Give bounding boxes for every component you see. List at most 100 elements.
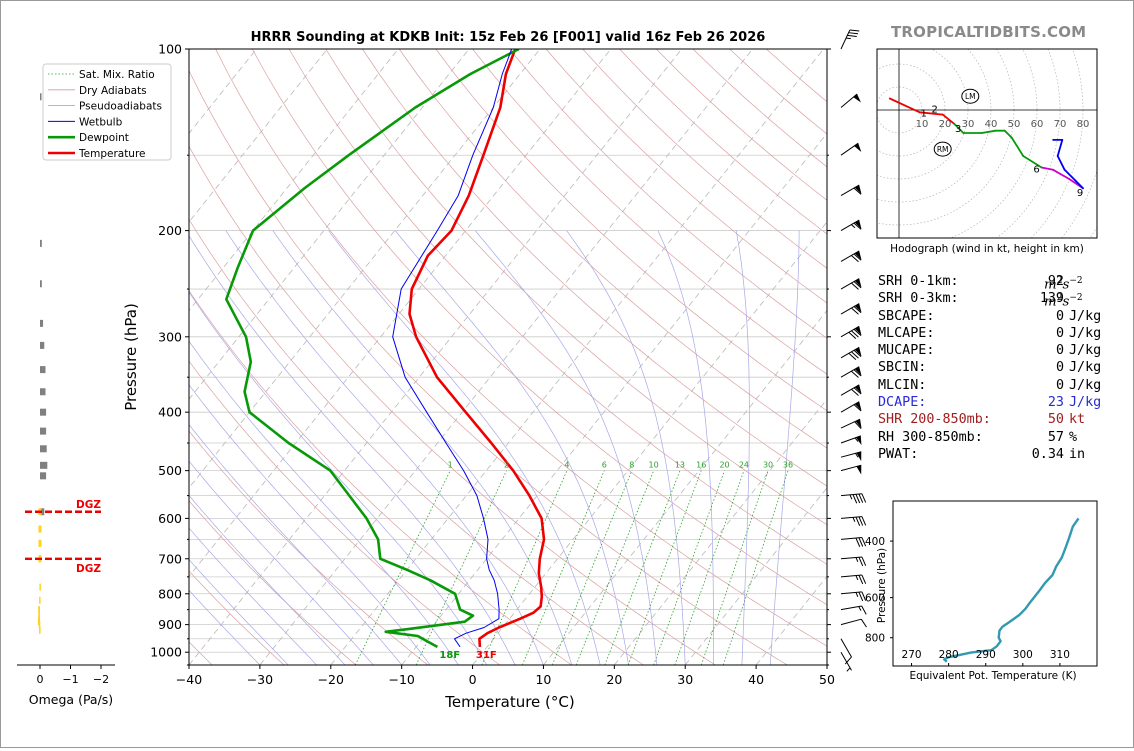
mixing-ratio-label: 2 — [504, 461, 509, 470]
pseudoadiabat — [189, 460, 374, 665]
storm-motion-marker — [961, 88, 980, 104]
legend-entry-label: Temperature — [78, 148, 146, 160]
omega-bar — [40, 239, 42, 247]
hodograph-frame — [876, 48, 1098, 239]
wind-barb — [840, 516, 867, 526]
hodograph-height-label: 6 — [1033, 165, 1039, 176]
wind-barb — [840, 464, 862, 475]
index-value: 0.34 — [1031, 446, 1064, 462]
dry-adiabat — [251, 49, 827, 606]
index-label: MLCAPE: — [878, 325, 935, 341]
pseudoadiabat — [657, 230, 714, 665]
skew-t-frame — [188, 48, 828, 666]
omega-bar — [39, 583, 41, 591]
legend-entry-label: Sat. Mix. Ratio — [79, 69, 155, 81]
hodograph-plot-area: 10 20 30 40 50 60 70 80 LM RM 1 2 3 6 9 — [877, 49, 1097, 238]
mixing-ratio-line — [415, 470, 507, 665]
dry-adiabat — [189, 430, 429, 665]
wind-barb — [840, 574, 867, 585]
pseudoadiabat — [395, 230, 629, 665]
x-tick-label: 20 — [606, 672, 622, 687]
hodograph-ring-label: 40 — [985, 119, 998, 130]
omega-bar — [40, 319, 44, 327]
index-unit: in — [1069, 446, 1086, 462]
mixing-ratio-line — [722, 470, 789, 665]
index-label: SRH 0-1km: — [878, 274, 959, 289]
mixing-ratio-label: 13 — [675, 461, 685, 470]
index-value: 92 — [1047, 274, 1064, 289]
dry-adiabat — [215, 49, 827, 647]
omega-bar — [40, 280, 42, 288]
index-row: MUCAPE: 0 J/kg — [878, 342, 1101, 359]
legend: Sat. Mix. Ratio Dry Adiabats Pseudoadiabat… — [42, 63, 172, 161]
dry-adiabat — [325, 49, 827, 526]
index-value: 0 — [1055, 377, 1064, 393]
pseudoadiabat — [189, 384, 431, 665]
mixing-ratio-label: 16 — [696, 461, 706, 470]
index-label: PWAT: — [878, 446, 919, 462]
omega-bar — [40, 508, 45, 516]
hodograph-segment — [1052, 168, 1071, 180]
omega-bar — [40, 366, 46, 374]
mixing-ratio-line — [354, 470, 451, 665]
mixing-ratio-label: 6 — [602, 461, 607, 470]
mixing-ratio-label: 36 — [783, 461, 793, 470]
index-label: MUCAPE: — [878, 343, 935, 359]
pseudoadiabat — [225, 230, 544, 665]
omega-bar — [40, 93, 42, 101]
mixing-ratio-line — [674, 470, 745, 665]
isotherm-line — [1, 49, 44, 665]
hodograph-segment — [1010, 136, 1025, 157]
dry-adiabat — [189, 570, 285, 665]
hodograph-ring-label: 70 — [1054, 119, 1067, 130]
dry-adiabat — [398, 49, 827, 449]
omega-bar — [40, 445, 47, 453]
legend-entry-label: Dry Adiabats — [79, 85, 147, 97]
hodograph-segment — [1063, 168, 1077, 183]
pseudoadiabat — [189, 559, 289, 665]
x-tick-label: −40 — [176, 672, 202, 687]
index-label: MLCIN: — [878, 377, 927, 393]
mixing-ratio-line — [700, 470, 769, 665]
pseudoadiabat — [189, 235, 516, 665]
index-label: RH 300-850mb: — [878, 429, 983, 445]
index-unit: J/kg — [1069, 325, 1102, 341]
omega-panel: 0 −1 −2 Omega (Pa/s) DGZ DGZ — [17, 93, 115, 707]
x-tick-label: 0 — [469, 672, 477, 687]
hodograph-ring-label: 50 — [1008, 119, 1021, 130]
hodograph-segment — [1040, 166, 1054, 171]
theta-e-x-tick-label: 290 — [976, 649, 996, 661]
y-tick-label: 700 — [158, 551, 182, 566]
mixing-ratio-label: 20 — [719, 461, 729, 470]
index-value: 0 — [1055, 343, 1064, 359]
y-tick-label: 800 — [158, 586, 182, 601]
index-value: 139 — [1039, 291, 1064, 307]
index-row: PWAT: 0.34 in — [878, 446, 1098, 463]
omega-bar — [39, 626, 41, 634]
brand-watermark: TROPICALTIDBITS.COM — [891, 23, 1087, 41]
omega-axis-label: Omega (Pa/s) — [29, 692, 113, 707]
hodograph-segment — [1056, 155, 1066, 171]
theta-e-x-axis-label: Equivalent Pot. Temperature (K) — [909, 670, 1076, 682]
theta-e-y-axis-label: Pressure (hPa) — [876, 548, 888, 623]
y-axis-label: Pressure (hPa) — [122, 303, 140, 411]
dgz-top-label: DGZ — [76, 499, 101, 511]
hodograph-panel: 10 20 30 40 50 60 70 80 LM RM 1 2 3 6 9 Hodograph (wind… — [876, 48, 1098, 255]
hodograph-segment — [1075, 180, 1084, 190]
index-unit: J/kg — [1069, 395, 1102, 411]
wind-barb — [840, 401, 862, 413]
pseudoadiabat — [566, 230, 686, 665]
hodograph-segment — [980, 129, 997, 134]
omega-bar — [40, 388, 46, 396]
pseudoadiabat — [328, 230, 601, 665]
wind-barb — [840, 29, 860, 50]
index-row: DCAPE: 23 J/kg — [878, 394, 1102, 411]
theta-e-frame — [892, 500, 1098, 667]
pseudoadiabat — [189, 589, 261, 665]
dgz-bottom-label: DGZ — [76, 563, 101, 575]
omega-bar-dgz — [38, 525, 42, 533]
wind-barb — [840, 184, 862, 197]
pseudoadiabat — [272, 230, 573, 665]
mixing-ratio-label: 1 — [448, 461, 453, 470]
